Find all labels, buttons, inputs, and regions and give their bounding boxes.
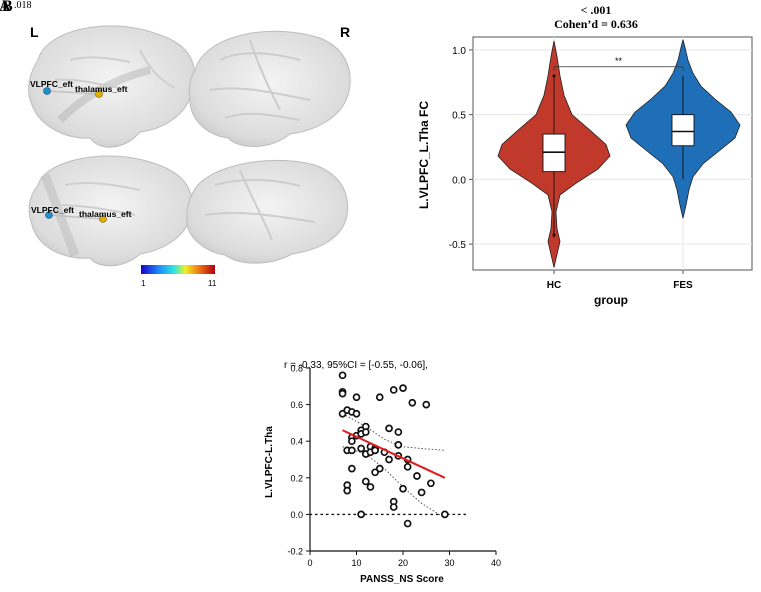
scatter-point [385,455,393,464]
scatter-point [403,519,412,528]
violin-y-tick-label: 0.5 [452,111,466,122]
violin-y-tick-label: 0.0 [452,175,466,186]
thalamus-label-top: thalamus_eft [75,84,128,94]
scatter-point [389,386,398,394]
scatter-point [422,400,431,409]
hemisphere-right-label: R [340,24,350,40]
scatter-point [375,464,384,473]
ci-upper-band [342,413,445,451]
scatter-point [389,503,398,511]
scatter-y-tick-label: 0.2 [290,473,303,483]
scatter-x-tick-label: 10 [351,558,361,568]
scatter-point [357,444,366,453]
panel-label-a: A [0,0,11,15]
scatter-point [352,409,361,418]
scatter-point [338,371,347,380]
scatter-x-label: PANSS_NS Score [360,574,444,585]
scatter-y-tick-label: -0.2 [287,547,303,557]
scatter-point [343,486,352,495]
violin-y-label: L.VLPFC_L.Tha FC [417,101,431,209]
scatter-point [413,472,421,480]
brain-top-left: VLPFC_eft thalamus_eft [28,25,196,148]
outlier-point [552,74,556,78]
violin-y-tick-label: 1.0 [452,46,466,57]
violin-p-value: < .001 [581,3,612,17]
scatter-point [366,483,375,491]
vlpfc-node-bottom [45,211,53,219]
violin-cohens-d: Cohen’d = 0.636 [554,17,638,31]
colorbar [141,265,215,274]
thalamus-label-bottom: thalamus_eft [79,209,132,219]
scatter-point [403,462,412,471]
violin-y-tick-label: -0.5 [449,240,467,251]
scatter-point [357,510,366,519]
vlpfc-label-bottom: VLPFC_eft [31,205,74,215]
scatter-x-tick-label: 40 [491,558,501,568]
vlpfc-node-top [43,87,51,95]
scatter-point [385,424,393,433]
scatter-y-tick-label: 0.6 [290,400,303,410]
scatter-point [361,428,370,436]
outlier-point [552,233,556,237]
scatter-point [441,510,449,519]
scatter-x-tick-label: 30 [444,558,454,568]
scatter-point [399,384,407,392]
thalamus-node-top [95,90,103,98]
colorbar-max: 11 [208,279,217,288]
scatter-point [394,441,403,449]
scatter-y-tick-label: 0.0 [290,510,303,520]
regression-line [342,429,446,479]
scatter-x-tick-label: 20 [398,558,408,568]
brain-bottom-left: VLPFC_eft thalamus_eft [28,155,193,267]
violin-x-label: group [594,293,628,307]
brain-top-right [188,30,351,148]
scatter-point [361,477,370,486]
brain-panel: L R VLPFC_eft thalamus_eft VLPFC_eft tha… [28,24,351,288]
scatter-y-tick-label: 0.4 [290,437,303,447]
scatter-point [371,446,379,455]
scatter-chart: r = -0.33, 95%CI = [-0.55, -0.06], 0.8 0.… [264,360,501,585]
thalamus-node-bottom [99,215,107,223]
scatter-point [375,393,384,402]
vlpfc-label-top: VLPFC_eft [30,79,73,89]
panel-label-b: B [2,0,13,15]
scatter-point [399,484,407,493]
scatter-point [408,398,417,407]
hemisphere-left-label: L [30,24,39,40]
scatter-point [347,446,356,455]
scatter-annotation: r = -0.33, 95%CI = [-0.55, -0.06], [284,360,428,371]
top-snippet: .018 [14,0,32,11]
scatter-y-tick-label: 0.8 [290,364,303,374]
scatter-y-label: L.VLPFC-L.Tha [264,426,275,498]
scatter-point [347,437,356,446]
scatter-point [352,393,361,402]
brain-bottom-right [186,159,349,264]
scatter-point [417,488,426,497]
violin-x-tick-label: FES [673,280,693,291]
significance-stars: ** [615,56,623,66]
violin-chart: < .001 Cohen’d = 0.636 1.0 0.5 0.0 -0.5 HC FE… [417,3,753,307]
violin-x-tick-label: HC [547,280,561,291]
box-fes [671,114,695,147]
scatter-point [427,479,435,488]
scatter-point [394,428,403,436]
scatter-point [338,389,347,398]
scatter-point [347,464,356,473]
scatter-x-tick-label: 0 [307,558,312,568]
colorbar-min: 1 [141,279,146,288]
